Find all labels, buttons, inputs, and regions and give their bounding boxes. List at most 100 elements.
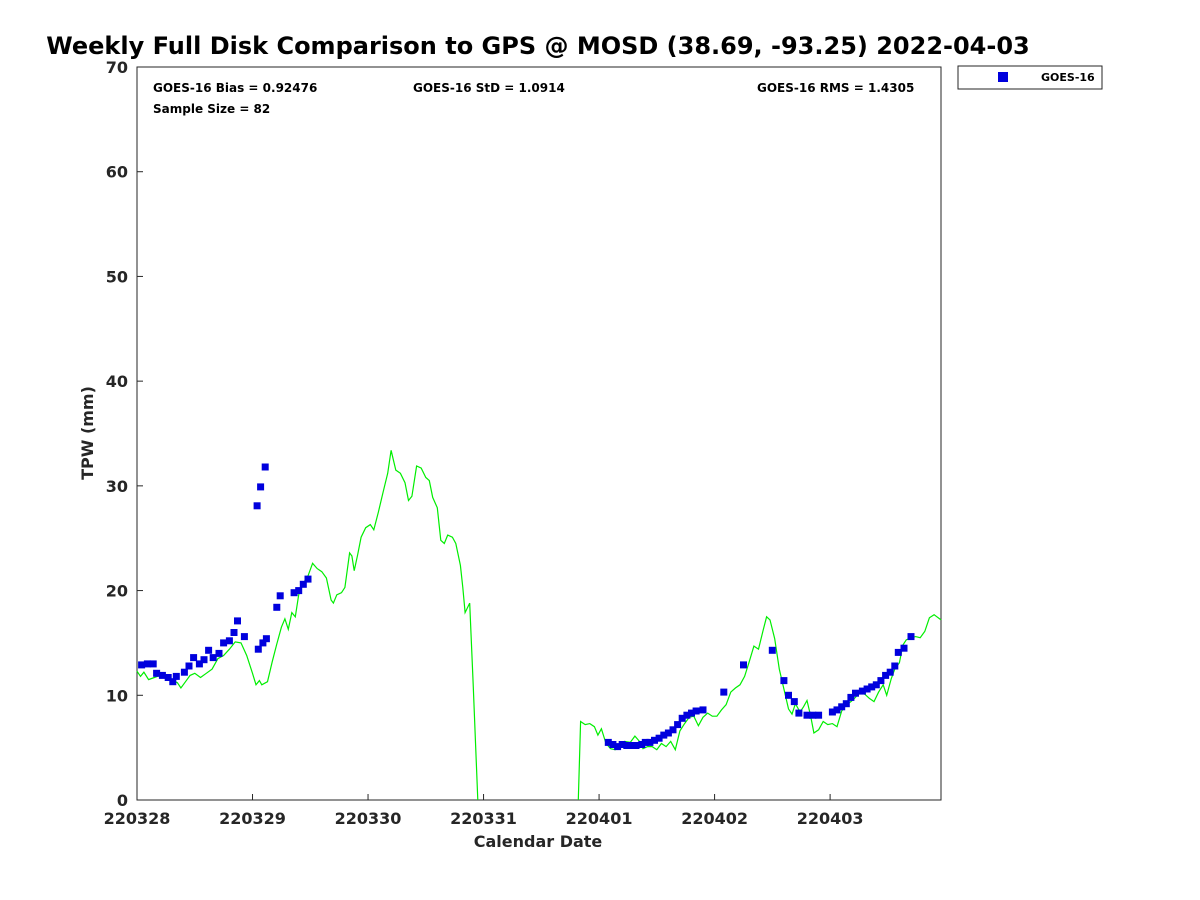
goes16-point xyxy=(842,700,850,708)
goes16-point xyxy=(894,648,902,656)
goes16-point xyxy=(273,603,281,611)
goes16-point xyxy=(190,654,198,662)
stat-bias: GOES-16 Bias = 0.92476 xyxy=(153,81,317,95)
goes16-point xyxy=(195,660,203,668)
y-tick-label: 10 xyxy=(106,686,128,705)
goes16-point xyxy=(674,721,682,729)
goes16-point xyxy=(795,709,803,717)
goes16-point xyxy=(262,635,270,643)
goes16-point xyxy=(200,656,208,664)
goes16-point xyxy=(641,738,649,746)
goes16-point xyxy=(790,698,798,706)
goes16-point xyxy=(220,639,228,647)
x-tick-label: 220330 xyxy=(335,809,402,828)
goes16-point xyxy=(627,742,635,749)
goes16-point xyxy=(688,709,695,717)
goes16-point xyxy=(259,639,267,647)
goes16-point xyxy=(692,707,700,715)
goes16-point xyxy=(891,662,899,670)
goes16-point xyxy=(164,674,172,681)
goes16-point xyxy=(660,731,668,739)
goes16-point xyxy=(276,592,284,600)
y-tick-label: 70 xyxy=(106,58,128,77)
goes16-point xyxy=(632,742,640,749)
x-tick-label: 220402 xyxy=(681,809,748,828)
goes16-point xyxy=(185,662,193,670)
goes16-point-series xyxy=(138,463,915,751)
goes16-point xyxy=(907,633,915,641)
goes16-point xyxy=(785,691,792,699)
gps-line-series xyxy=(136,450,942,801)
y-tick-label: 0 xyxy=(117,791,128,810)
x-axis: 220328 220329 220330 220331 220401 220402 2204… xyxy=(104,794,864,828)
goes16-point xyxy=(646,738,654,746)
gps-line-segment xyxy=(136,450,479,801)
goes16-point xyxy=(295,587,303,595)
y-tick-label: 20 xyxy=(106,582,128,601)
goes16-point xyxy=(257,483,265,491)
goes16-point xyxy=(623,742,631,749)
goes16-point xyxy=(863,685,871,693)
goes16-point xyxy=(900,644,908,652)
goes16-point xyxy=(234,617,241,625)
goes16-point xyxy=(828,708,836,716)
goes16-point xyxy=(614,743,622,751)
goes16-point xyxy=(158,671,166,679)
x-tick-label: 220403 xyxy=(797,809,864,828)
y-tick-label: 30 xyxy=(106,477,128,496)
x-tick-label: 220329 xyxy=(219,809,286,828)
goes16-point xyxy=(172,672,180,680)
y-tick-label: 40 xyxy=(106,372,128,391)
goes16-point xyxy=(886,668,894,676)
goes16-point xyxy=(153,669,161,677)
y-axis: 0 10 20 30 40 50 60 70 xyxy=(106,58,143,810)
goes16-point xyxy=(230,629,238,636)
goes16-point xyxy=(699,706,707,714)
goes16-point xyxy=(868,683,876,691)
goes16-point xyxy=(609,741,617,748)
goes16-point xyxy=(604,738,612,746)
goes16-point xyxy=(240,633,248,641)
goes16-point xyxy=(803,711,811,719)
y-tick-label: 60 xyxy=(106,163,128,182)
stat-rms: GOES-16 RMS = 1.4305 xyxy=(757,81,914,95)
goes16-point xyxy=(149,660,157,668)
legend-marker-goes16 xyxy=(998,72,1008,82)
x-tick-label: 220331 xyxy=(450,809,517,828)
x-tick-label: 220328 xyxy=(104,809,171,828)
goes16-point xyxy=(651,736,658,744)
goes16-point xyxy=(261,463,269,471)
goes16-point xyxy=(809,711,817,719)
goes16-point xyxy=(254,645,262,653)
goes16-point xyxy=(858,687,866,695)
y-axis-label: TPW (mm) xyxy=(78,386,97,480)
goes16-point xyxy=(720,688,728,696)
stat-sample-size: Sample Size = 82 xyxy=(153,102,270,116)
goes16-point xyxy=(209,654,217,662)
goes16-point xyxy=(882,671,890,679)
goes16-point xyxy=(180,668,188,676)
goes16-point xyxy=(852,689,859,697)
stat-std: GOES-16 StD = 1.0914 xyxy=(413,81,565,95)
goes16-point xyxy=(290,589,298,597)
goes16-point xyxy=(299,580,307,588)
goes16-point xyxy=(877,677,885,685)
chart-title: Weekly Full Disk Comparison to GPS @ MOS… xyxy=(46,32,1029,60)
plot-frame xyxy=(136,66,942,801)
goes16-point xyxy=(138,661,146,669)
goes16-point xyxy=(683,711,691,719)
goes16-point xyxy=(253,502,261,510)
gps-line-segment xyxy=(577,613,942,801)
y-tick-label: 50 xyxy=(106,267,128,286)
goes16-point xyxy=(143,660,151,668)
goes16-point xyxy=(655,734,663,742)
goes16-point xyxy=(618,741,626,748)
goes16-point xyxy=(205,646,213,654)
goes16-point xyxy=(740,661,747,669)
goes16-point xyxy=(225,637,233,645)
x-tick-label: 220401 xyxy=(566,809,633,828)
legend-box xyxy=(957,65,1103,90)
goes16-point xyxy=(780,677,788,685)
goes16-point xyxy=(872,681,880,689)
